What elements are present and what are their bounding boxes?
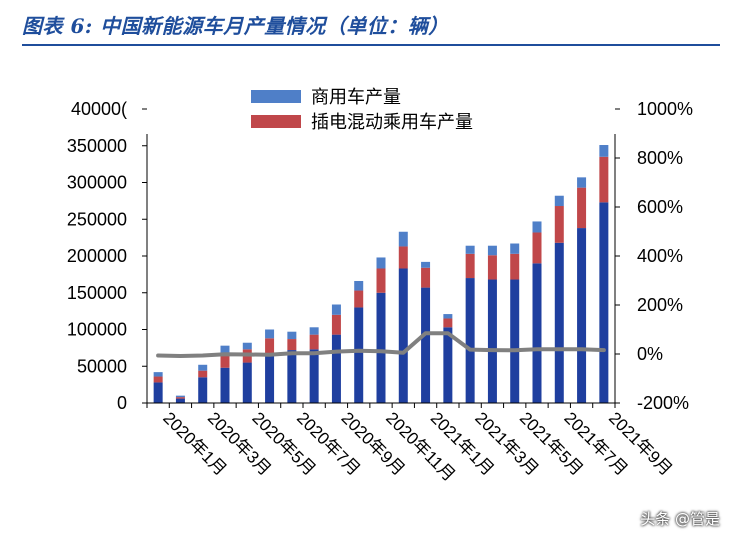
legend-label-1: 商用车产量 [311, 87, 401, 108]
bar-segment-2-13 [421, 267, 431, 288]
right-axis-tick-label: 0% [637, 344, 663, 364]
bar-segment-2-14 [443, 318, 453, 328]
bar-segment-3-12 [398, 231, 408, 247]
bar-segment-2-1 [153, 376, 163, 383]
bar-segment-3-8 [309, 327, 319, 335]
bar-segment-3-1 [153, 372, 163, 377]
bar-segment-2-16 [487, 255, 497, 280]
bar-segment-3-17 [510, 243, 520, 254]
bar-segment-1-15 [465, 278, 475, 403]
legend-label-2: 插电混动乘用车产量 [311, 112, 473, 133]
bar-segment-2-6 [265, 338, 275, 355]
right-axis-tick-label: 1000% [637, 99, 693, 119]
bar-segment-1-9 [331, 334, 341, 403]
bar-segment-2-9 [331, 314, 341, 335]
bar-segment-1-6 [265, 354, 275, 403]
bar-segment-1-13 [421, 287, 431, 403]
bar-segment-1-1 [153, 382, 163, 403]
bar-segment-1-14 [443, 327, 453, 403]
bar-segment-2-18 [532, 232, 542, 264]
bar-segment-1-7 [287, 350, 297, 403]
right-axis-tick-label: 200% [637, 295, 683, 315]
bar-segment-3-5 [242, 342, 252, 350]
title-rule [22, 44, 720, 46]
bar-segment-2-8 [309, 334, 319, 350]
bar-segment-3-10 [354, 280, 364, 291]
figure-title: 图表 6: 中国新能源车月产量情况（单位：辆） [22, 14, 449, 38]
bar-segment-2-17 [510, 253, 520, 280]
bar-segment-3-16 [487, 245, 497, 256]
bar-segment-2-11 [376, 268, 386, 293]
growth-line [156, 331, 606, 358]
left-axis-tick-label: 50000 [77, 356, 127, 376]
bar-segment-1-3 [198, 377, 208, 403]
bar-segment-2-12 [398, 246, 408, 269]
bar-segment-3-19 [554, 195, 564, 207]
bar-segment-1-17 [510, 279, 520, 403]
left-axis-tick-label: 0 [117, 393, 127, 413]
left-axis-tick-label: 40000( [71, 99, 127, 119]
bar-segment-3-15 [465, 245, 475, 254]
bar-segment-3-21 [599, 145, 609, 157]
bar-segment-2-7 [287, 339, 297, 351]
bar-segment-3-4 [220, 345, 230, 354]
bar-segment-3-11 [376, 257, 386, 269]
bar-segment-1-19 [554, 242, 564, 403]
right-axis-tick-label: -200% [637, 393, 689, 413]
bar-segment-2-10 [354, 290, 364, 308]
left-axis-tick-label: 150000 [67, 283, 127, 303]
bar-segment-1-21 [599, 202, 609, 403]
left-axis-tick-label: 350000 [67, 136, 127, 156]
bar-segment-1-12 [398, 268, 408, 403]
bar-segment-3-2 [175, 395, 185, 398]
right-axis-tick-label: 800% [637, 148, 683, 168]
bar-segment-2-20 [577, 187, 587, 229]
bar-segment-3-9 [331, 304, 341, 315]
bar-segment-3-3 [198, 364, 208, 371]
legend-swatch-1 [251, 90, 301, 103]
right-axis-tick-label: 600% [637, 197, 683, 217]
bar-segment-3-20 [577, 177, 587, 188]
watermark: 头条 @管是 [640, 510, 720, 528]
bar-segment-3-18 [532, 221, 542, 233]
bar-segment-1-5 [242, 362, 252, 403]
bar-segment-1-10 [354, 307, 364, 403]
left-axis-tick-label: 200000 [67, 246, 127, 266]
left-axis-tick-label: 250000 [67, 209, 127, 229]
bar-segment-3-7 [287, 331, 297, 340]
bar-segment-2-19 [554, 206, 564, 243]
bar-segment-3-13 [421, 261, 431, 268]
bar-segment-1-20 [577, 228, 587, 403]
bar-segment-1-18 [532, 263, 542, 403]
bar-segment-3-6 [265, 329, 275, 339]
bar-segment-1-2 [175, 398, 185, 403]
bar-segment-2-21 [599, 156, 609, 203]
left-axis-tick-label: 300000 [67, 173, 127, 193]
bar-segment-2-2 [175, 397, 185, 399]
legend-swatch-2 [251, 115, 301, 128]
bar-segment-1-4 [220, 367, 230, 403]
bar-segment-1-16 [487, 279, 497, 403]
bar-segment-1-11 [376, 292, 386, 403]
left-axis-tick-label: 100000 [67, 320, 127, 340]
bar-segment-2-3 [198, 370, 208, 378]
bar-segment-2-4 [220, 353, 230, 368]
bar-segment-3-14 [443, 314, 453, 319]
right-axis-tick-label: 400% [637, 246, 683, 266]
bar-segment-1-8 [309, 349, 319, 403]
bar-segment-2-15 [465, 253, 475, 279]
